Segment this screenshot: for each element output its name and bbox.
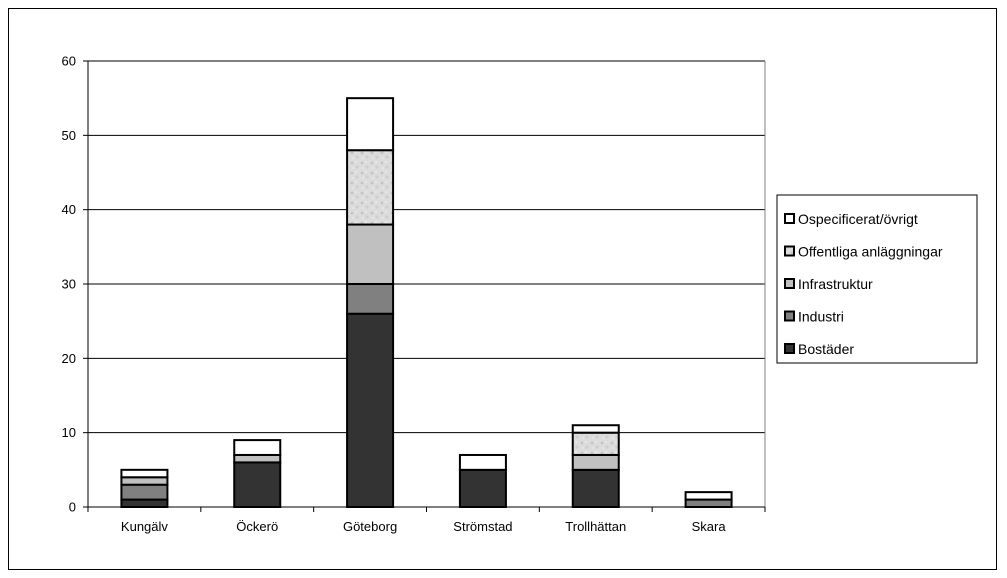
legend-swatch bbox=[784, 278, 795, 289]
y-tick-label: 20 bbox=[62, 351, 76, 366]
bar-segment bbox=[571, 431, 620, 456]
y-tick-label: 60 bbox=[62, 54, 76, 69]
y-tick-label: 30 bbox=[62, 277, 76, 292]
legend-swatch bbox=[784, 213, 795, 224]
legend-label: Bostäder bbox=[798, 341, 854, 357]
bar-segment bbox=[233, 461, 282, 508]
legend-swatch bbox=[784, 245, 795, 257]
bar-segment bbox=[684, 491, 733, 501]
bar-segment bbox=[120, 468, 169, 479]
bar-segment bbox=[233, 439, 282, 456]
bar-segment bbox=[233, 453, 282, 464]
legend-box bbox=[776, 194, 978, 364]
legend: Ospecificerat/övrigt Offentliga anläggnin… bbox=[776, 194, 978, 364]
legend-swatch bbox=[784, 343, 795, 354]
bar-segment bbox=[346, 312, 395, 508]
bar-segment bbox=[120, 483, 169, 501]
bar-segment bbox=[346, 149, 395, 226]
y-tick-label: 40 bbox=[62, 202, 76, 217]
legend-label: Infrastruktur bbox=[798, 276, 873, 292]
x-tick-label: Trollhättan bbox=[565, 519, 626, 534]
gridlines bbox=[88, 60, 766, 507]
legend-label: Ospecificerat/övrigt bbox=[798, 211, 918, 227]
bar-segment bbox=[571, 424, 620, 434]
bar-segment bbox=[346, 97, 395, 152]
bar-segment bbox=[571, 453, 620, 471]
bar-segment bbox=[684, 498, 733, 509]
bar-segment bbox=[346, 223, 395, 286]
legend-label: Industri bbox=[798, 309, 844, 325]
y-tick-label: 10 bbox=[62, 425, 76, 440]
bar-segment bbox=[571, 468, 620, 509]
axes: 0 10 20 30 40 50 60 Kungälv Öckerö Göteborg Ströms… bbox=[62, 54, 766, 534]
y-tick-label: 50 bbox=[62, 128, 76, 143]
bar-segment bbox=[346, 283, 395, 315]
bar-segment bbox=[458, 468, 507, 509]
legend-swatch bbox=[784, 310, 795, 322]
bar-segment bbox=[120, 476, 169, 486]
legend-label: Offentliga anläggningar bbox=[798, 244, 943, 260]
x-tick-label: Öckerö bbox=[236, 519, 278, 534]
x-tick-label: Kungälv bbox=[121, 519, 168, 534]
y-tick-label: 0 bbox=[69, 500, 76, 515]
bars bbox=[120, 97, 733, 509]
x-tick-label: Strömstad bbox=[453, 519, 512, 534]
bar-segment bbox=[458, 453, 507, 471]
x-tick-label: Skara bbox=[692, 519, 727, 534]
x-tick-label: Göteborg bbox=[343, 519, 397, 534]
bar-segment bbox=[120, 498, 169, 509]
